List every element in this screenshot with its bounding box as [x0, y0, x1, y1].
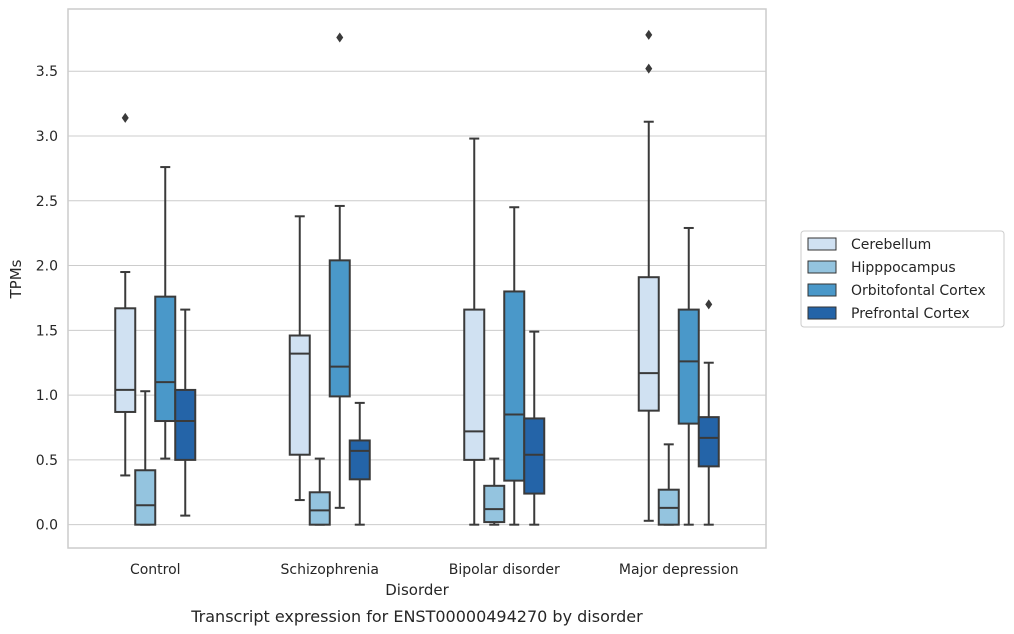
legend-frame [800, 230, 1005, 328]
outlier-point [121, 112, 129, 123]
y-tick-label: 1.5 [36, 323, 58, 339]
x-axis-label: Disorder [385, 581, 449, 599]
box-body [114, 307, 137, 413]
box-prefrontal-cortex-bipolar-disorder [523, 330, 546, 526]
box-prefrontal-cortex-major-depression [697, 299, 720, 526]
box-body [503, 290, 526, 482]
y-tick-label: 2.5 [36, 194, 58, 210]
box-body [523, 417, 546, 495]
legend-label-orbitofrontal: Orbitofontal Cortex [851, 283, 986, 299]
y-tick-label: 0.0 [36, 518, 58, 534]
box-body [677, 308, 700, 425]
x-tick-label: Bipolar disorder [449, 562, 560, 578]
outlier-point [645, 29, 653, 40]
box-body [308, 491, 331, 526]
box-hipppocampus-control [134, 390, 157, 526]
box-hipppocampus-schizophrenia [308, 457, 331, 526]
plot-area-frame [67, 8, 767, 549]
legend-swatch-cerebellum [807, 237, 837, 251]
x-tick-label: Control [130, 562, 181, 578]
box-body [174, 388, 197, 461]
y-tick-label: 0.5 [36, 453, 58, 469]
box-hipppocampus-bipolar-disorder [483, 457, 506, 526]
legend-swatch-prefrontal [807, 306, 837, 320]
y-tick-label: 2.0 [36, 259, 58, 275]
legend-swatch-orbitofrontal [807, 283, 837, 297]
outlier-point [705, 299, 713, 310]
box-orbitofontal-cortex-control [154, 166, 177, 460]
box-body [463, 308, 486, 461]
chart-caption: Transcript expression for ENST0000049427… [190, 607, 643, 626]
box-cerebellum-bipolar-disorder [463, 137, 486, 526]
boxes [114, 29, 720, 526]
box-body [348, 439, 371, 481]
x-tick-label: Major depression [619, 562, 739, 578]
box-orbitofontal-cortex-major-depression [677, 226, 700, 526]
box-body [328, 259, 351, 398]
y-tick-label: 3.5 [36, 64, 58, 80]
outlier-point [645, 63, 653, 74]
box-cerebellum-major-depression [637, 29, 660, 522]
box-body [697, 416, 720, 468]
box-body [288, 334, 311, 456]
legend-label-prefrontal: Prefrontal Cortex [851, 306, 970, 322]
y-tick-label: 3.0 [36, 129, 58, 145]
legend-swatch-hippocampus [807, 260, 837, 274]
box-body [483, 484, 506, 524]
legend: Cerebellum Hipppocampus Orbitofontal Cor… [800, 230, 1005, 328]
legend-label-hippocampus: Hipppocampus [851, 260, 956, 276]
box-body [154, 295, 177, 423]
box-cerebellum-control [114, 112, 137, 477]
box-body [134, 469, 157, 526]
box-hipppocampus-major-depression [657, 443, 680, 526]
legend-label-cerebellum: Cerebellum [851, 237, 931, 253]
box-body [637, 276, 660, 412]
y-axis-label: TPMs [7, 259, 25, 299]
box-prefrontal-cortex-schizophrenia [348, 401, 371, 526]
y-tick-label: 1.0 [36, 388, 58, 404]
y-tick-labels: 0.0 0.5 1.0 1.5 2.0 2.5 3.0 3.5 [36, 64, 58, 533]
box-prefrontal-cortex-control [174, 308, 197, 517]
box-orbitofontal-cortex-schizophrenia [328, 32, 351, 509]
outlier-point [336, 32, 344, 43]
x-tick-label: Schizophrenia [281, 562, 379, 578]
box-cerebellum-schizophrenia [288, 215, 311, 502]
x-tick-labels: Control Schizophrenia Bipolar disorder Majo… [130, 562, 739, 578]
box-orbitofontal-cortex-bipolar-disorder [503, 206, 526, 526]
